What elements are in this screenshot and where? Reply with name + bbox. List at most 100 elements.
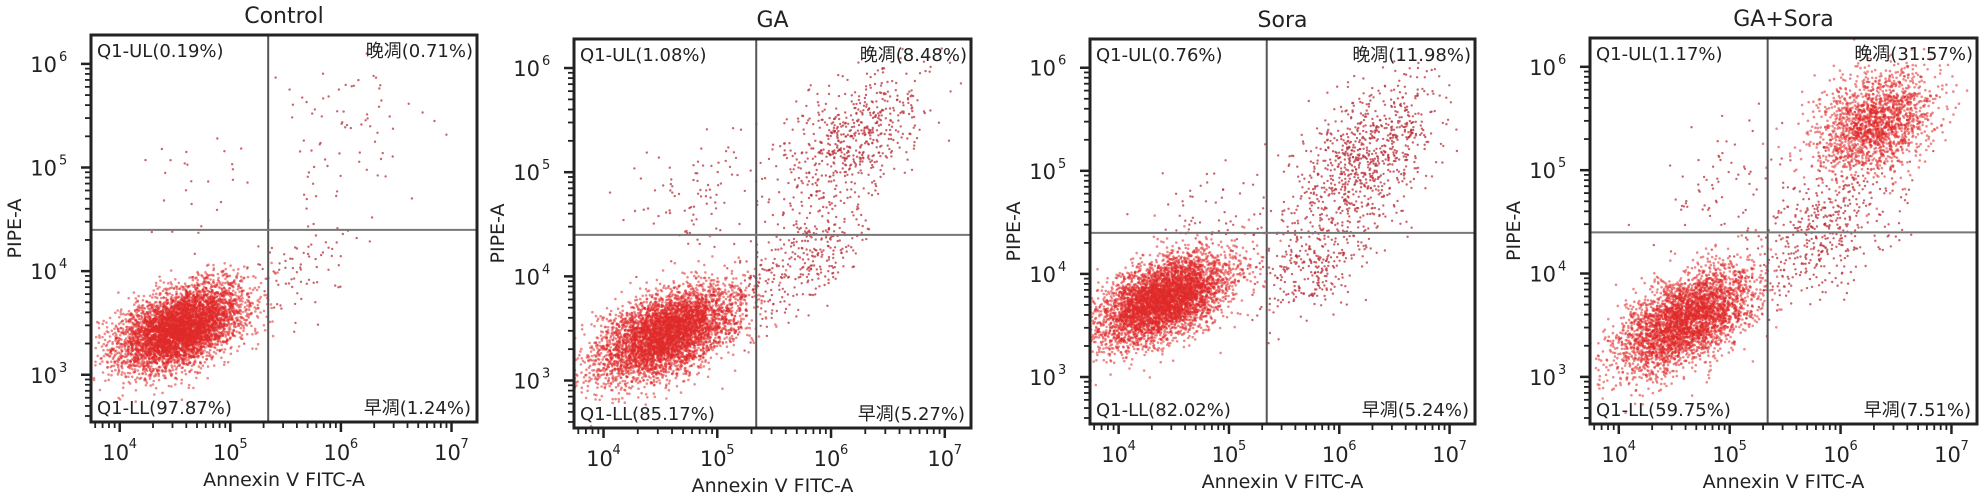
data-point [248, 303, 252, 307]
data-point [240, 275, 243, 279]
data-point [155, 307, 158, 310]
data-point [222, 321, 226, 325]
data-point [152, 356, 156, 359]
data-point [180, 349, 184, 353]
data-point [148, 310, 151, 313]
data-point [132, 321, 135, 325]
data-point [208, 290, 212, 294]
data-point [121, 386, 125, 390]
panel-title: Control [244, 4, 324, 29]
data-point [222, 363, 226, 367]
data-point [253, 327, 257, 331]
data-point [108, 354, 112, 358]
data-point [262, 324, 266, 327]
data-point [153, 358, 157, 362]
data-point [135, 313, 138, 317]
data-point [235, 274, 239, 277]
data-point [246, 275, 250, 279]
data-point [137, 315, 140, 318]
data-point [107, 373, 110, 376]
data-point [115, 333, 118, 336]
data-point [157, 357, 161, 360]
data-point [253, 306, 256, 309]
data-point [162, 374, 165, 377]
data-point [109, 365, 112, 369]
data-point [104, 352, 108, 356]
data-point [124, 375, 128, 379]
data-point [151, 383, 155, 386]
data-point [119, 321, 123, 324]
data-point [180, 285, 183, 288]
data-point [141, 346, 145, 350]
data-point [214, 352, 218, 355]
data-point [221, 283, 224, 287]
data-point [97, 326, 101, 330]
data-point [168, 292, 172, 295]
data-point [174, 297, 178, 301]
data-point [226, 360, 230, 364]
data-point [166, 312, 169, 316]
data-point [229, 311, 232, 314]
data-point [220, 317, 223, 321]
data-point [238, 290, 241, 294]
data-point [170, 364, 173, 367]
data-point [151, 318, 155, 321]
data-point [102, 342, 106, 346]
data-point [132, 342, 136, 345]
data-point [165, 365, 168, 368]
data-point [187, 354, 191, 358]
data-point [137, 304, 141, 307]
data-point [163, 376, 166, 380]
data-point [202, 299, 206, 302]
data-point [189, 327, 192, 331]
data-point [193, 321, 196, 325]
data-point [135, 324, 139, 327]
data-point [106, 341, 110, 344]
data-point [228, 337, 232, 341]
data-point [191, 339, 195, 343]
data-point [167, 384, 171, 388]
data-point [171, 293, 174, 297]
data-point [148, 353, 151, 357]
data-point [116, 373, 120, 376]
data-point [241, 300, 244, 303]
data-point [98, 362, 102, 366]
data-point [184, 372, 188, 376]
data-point [136, 299, 139, 303]
data-point [180, 370, 184, 374]
data-point [239, 315, 242, 319]
data-point [153, 301, 157, 304]
data-point [185, 341, 188, 345]
data-point [214, 337, 217, 341]
data-point [121, 370, 124, 374]
data-point [205, 354, 208, 358]
data-point [176, 327, 180, 331]
data-point [199, 339, 202, 343]
data-point [250, 312, 253, 315]
data-point [139, 330, 143, 334]
data-point [183, 304, 186, 308]
data-point [171, 323, 175, 327]
data-point [164, 328, 168, 332]
data-point [216, 278, 220, 282]
data-point [154, 386, 158, 390]
data-point [81, 365, 84, 368]
data-point [108, 316, 112, 320]
data-point [210, 345, 214, 349]
data-point [183, 282, 187, 286]
data-point [140, 323, 144, 326]
data-point [169, 269, 173, 272]
data-point [177, 360, 181, 363]
data-point [108, 348, 111, 352]
data-point [169, 336, 173, 339]
data-point [224, 289, 227, 293]
data-point [179, 356, 183, 360]
data-point [175, 287, 179, 291]
data-point [192, 363, 196, 367]
data-point [238, 331, 242, 335]
data-point [134, 334, 137, 338]
data-point [100, 356, 103, 360]
data-point [225, 342, 229, 345]
data-point [113, 361, 117, 365]
data-point [205, 264, 209, 267]
